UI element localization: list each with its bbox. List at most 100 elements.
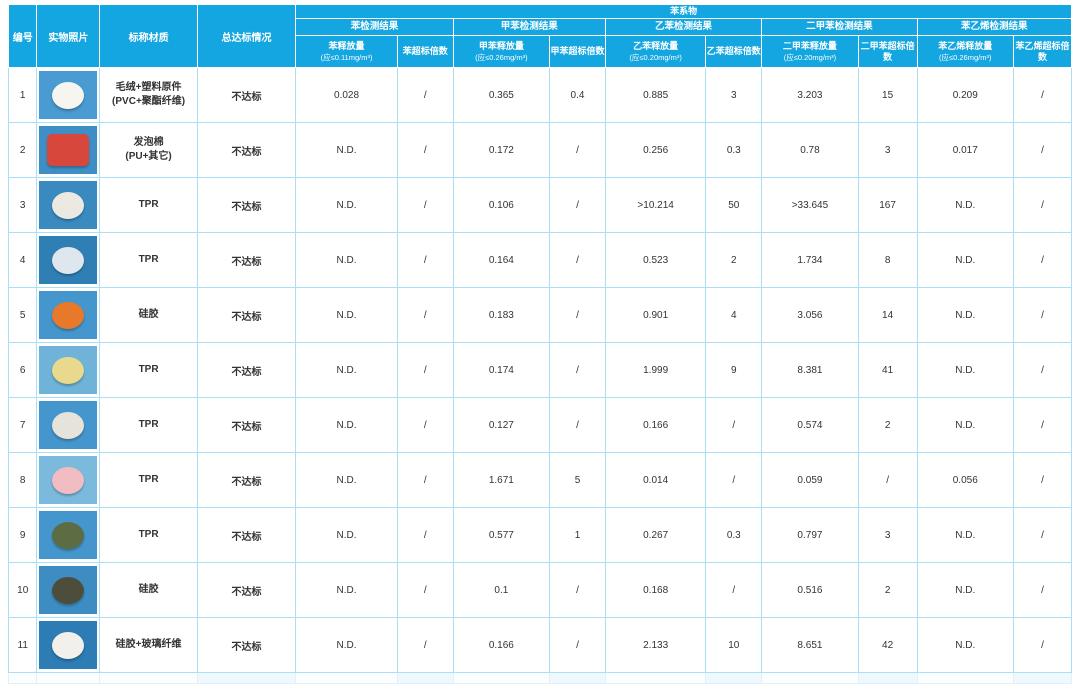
- release-value-cell: N.D.: [295, 122, 398, 178]
- release-value-cell: 2.133: [604, 617, 707, 673]
- product-photo: [39, 181, 98, 229]
- product-photo: [39, 236, 98, 284]
- row-number: 8: [7, 452, 38, 508]
- table-row: 8 TPR 不达标 N.D./1.671 5 0.014/0.059/0.056/: [7, 452, 1073, 508]
- release-value-cell: N.D.: [916, 287, 1014, 343]
- release-value-cell: 0.523: [604, 232, 707, 288]
- release-value-cell: N.D.: [916, 397, 1014, 453]
- row-number: 2: [7, 122, 38, 178]
- toy-shape: [52, 301, 85, 329]
- release-value-cell: 0.168: [604, 562, 707, 618]
- group-header-toluene: 甲苯检测结果: [452, 18, 606, 36]
- col-header-material: 标称材质: [99, 4, 198, 68]
- release-value-cell: >33.645: [761, 177, 859, 233]
- ratio-value-cell: 0.4: [549, 67, 606, 123]
- material-label: 硅胶: [99, 287, 198, 343]
- row-number: 5: [7, 287, 38, 343]
- table-row: 1 毛绒+塑料原件 (PVC+聚酯纤维) 不达标 0.028/0.365 0.4 0…: [7, 67, 1073, 123]
- release-value-cell: 8.651: [761, 617, 859, 673]
- release-value-cell: 3.056: [761, 287, 859, 343]
- release-value-cell: N.D.: [295, 177, 398, 233]
- product-photo: [39, 401, 98, 449]
- ratio-value-cell: /: [1012, 342, 1073, 398]
- subheader-styrene-ratio: 苯乙烯超标倍数: [1012, 35, 1073, 68]
- release-value-cell: N.D.: [916, 562, 1014, 618]
- release-value-cell: N.D.: [916, 617, 1014, 673]
- product-photo-cell: [36, 287, 101, 343]
- ratio-value-cell: 41: [857, 342, 918, 398]
- ratio-value-cell: 15: [857, 67, 918, 123]
- ratio-value-cell: /: [1012, 617, 1073, 673]
- ratio-value-cell: 0.3: [705, 122, 763, 178]
- release-value-cell: 0.166: [452, 617, 551, 673]
- toy-shape: [52, 191, 85, 219]
- table-header: 编号 实物照片 标称材质 总达标情况 苯系物 苯检测结果 甲苯检测结果 乙苯检测…: [7, 4, 1073, 68]
- ratio-value-cell: /: [549, 287, 606, 343]
- col-header-id: 编号: [7, 4, 38, 68]
- release-value-cell: 0.516: [761, 562, 859, 618]
- header-benzene-series: 苯系物: [295, 4, 1072, 19]
- ratio-value-cell: /: [705, 562, 763, 618]
- release-value-cell: 0.577: [452, 507, 551, 563]
- subheader-xylene-ratio: 二甲苯超标倍数: [857, 35, 918, 68]
- release-value-cell: >10.214: [604, 177, 707, 233]
- group-header-xylene: 二甲苯检测结果: [761, 18, 918, 36]
- toy-shape: [52, 356, 85, 384]
- ratio-value-cell: 42: [857, 617, 918, 673]
- col-header-overall: 总达标情况: [196, 4, 297, 68]
- material-label: TPR: [99, 177, 198, 233]
- release-value-cell: 0.059: [761, 452, 859, 508]
- compliance-status: 不达标: [196, 342, 297, 398]
- toy-shape: [52, 466, 85, 494]
- release-value-cell: N.D.: [916, 342, 1014, 398]
- release-value-cell: 0.901: [604, 287, 707, 343]
- ratio-value-cell: 2: [857, 562, 918, 618]
- ratio-value-cell: /: [1012, 287, 1073, 343]
- benzene-results-table: 编号 实物照片 标称材质 总达标情况 苯系物 苯检测结果 甲苯检测结果 乙苯检测…: [7, 4, 1073, 684]
- material-label: 发泡棉 (PU+其它): [99, 122, 198, 178]
- material-label: TPR: [99, 507, 198, 563]
- ratio-value-cell: 9: [705, 342, 763, 398]
- ratio-value-cell: 5: [549, 452, 606, 508]
- release-value-cell: 0.017: [916, 122, 1014, 178]
- group-header-benzene: 苯检测结果: [295, 18, 454, 36]
- row-number: 6: [7, 342, 38, 398]
- row-number: 1: [7, 67, 38, 123]
- ratio-value-cell: /: [705, 397, 763, 453]
- release-value-cell: 0.164: [452, 232, 551, 288]
- ratio-value-cell: /: [1012, 397, 1073, 453]
- release-value-cell: 1.999: [604, 342, 707, 398]
- release-value-cell: 0.127: [452, 397, 551, 453]
- ratio-value-cell: /: [396, 177, 454, 233]
- material-label: TPR: [99, 342, 198, 398]
- group-header-styrene: 苯乙烯检测结果: [916, 18, 1073, 36]
- release-value-cell: N.D.: [916, 507, 1014, 563]
- product-photo-cell: [36, 397, 101, 453]
- toy-shape: [52, 631, 85, 659]
- toy-shape: [52, 576, 85, 604]
- release-value-cell: 0.014: [604, 452, 707, 508]
- ratio-value-cell: 3: [857, 507, 918, 563]
- subheader-benzene-release: 苯释放量 (应≤0.11mg/m³): [295, 35, 398, 68]
- ratio-value-cell: 167: [857, 177, 918, 233]
- material-label: 硅胶+玻璃纤维: [99, 617, 198, 673]
- ratio-value-cell: 2: [857, 397, 918, 453]
- release-value-cell: 0.1: [452, 562, 551, 618]
- row-number: 4: [7, 232, 38, 288]
- ratio-value-cell: 3: [705, 67, 763, 123]
- product-photo-cell: [36, 342, 101, 398]
- table-row: 2 发泡棉 (PU+其它) 不达标 N.D./0.172/0.256 0.3 0.7…: [7, 122, 1073, 178]
- table-row: 11 硅胶+玻璃纤维 不达标 N.D./0.166/2.133 10 8.651 42…: [7, 617, 1073, 673]
- compliance-status: 不达标: [196, 452, 297, 508]
- ratio-value-cell: /: [1012, 452, 1073, 508]
- release-value-cell: 1.734: [761, 232, 859, 288]
- ratio-value-cell: /: [549, 617, 606, 673]
- product-photo-cell: [36, 122, 101, 178]
- release-value-cell: 8.381: [761, 342, 859, 398]
- release-value-cell: 0.056: [916, 452, 1014, 508]
- ratio-value-cell: /: [857, 452, 918, 508]
- row-number: 11: [7, 617, 38, 673]
- ratio-value-cell: /: [396, 397, 454, 453]
- release-value-cell: 1.671: [452, 452, 551, 508]
- ratio-value-cell: 0.3: [705, 507, 763, 563]
